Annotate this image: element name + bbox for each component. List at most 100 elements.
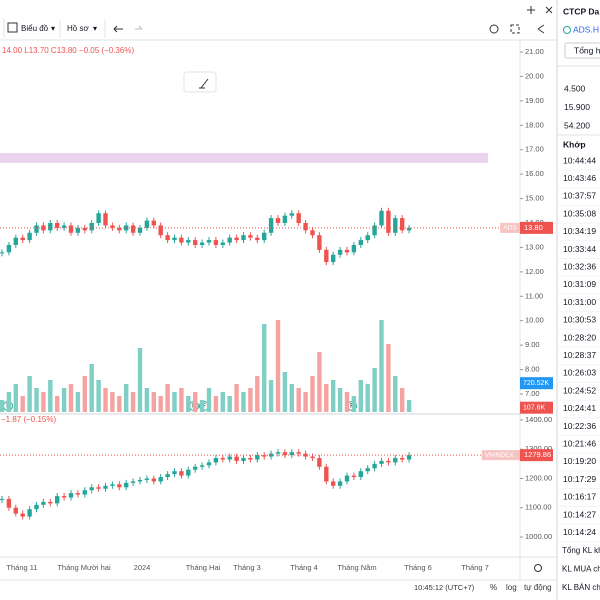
candle xyxy=(75,493,81,495)
volume-bar xyxy=(386,344,391,412)
candle xyxy=(248,235,253,238)
x-tick-label: Tháng Mười hai xyxy=(57,563,111,572)
ticker[interactable]: ADS.H xyxy=(573,24,599,34)
candle xyxy=(303,453,308,457)
volume-bar xyxy=(337,388,343,412)
log-toggle[interactable]: log xyxy=(506,583,517,592)
trade-time: 10:32:36 xyxy=(563,261,596,271)
pen-icon[interactable] xyxy=(199,78,209,89)
candle xyxy=(130,481,136,483)
y-tick-label: 18.00 xyxy=(525,120,544,129)
candle xyxy=(400,218,405,231)
candle xyxy=(268,453,274,457)
candle xyxy=(89,487,94,491)
candle xyxy=(41,225,46,231)
index-legend: −1.87 (−0.15%) xyxy=(1,415,56,424)
candle xyxy=(199,465,205,467)
axis-settings[interactable] xyxy=(534,564,542,572)
volume-bar xyxy=(248,388,253,412)
trade-time: 10:19:20 xyxy=(563,456,596,466)
chart-icon[interactable] xyxy=(7,22,18,33)
caret[interactable]: ▾ xyxy=(93,24,97,33)
volume-tag: 107.6K xyxy=(523,405,546,412)
candle xyxy=(137,479,143,482)
candle xyxy=(61,496,67,498)
last-price-tag-bg xyxy=(520,449,553,462)
candle xyxy=(262,232,267,241)
candle xyxy=(331,254,336,263)
x-tick-label: 2024 xyxy=(134,563,151,572)
fullscreen[interactable] xyxy=(510,24,520,34)
candle xyxy=(186,240,191,243)
volume-bar xyxy=(220,392,225,412)
chart-menu[interactable]: Biểu đồ xyxy=(21,24,49,33)
candle xyxy=(124,482,129,488)
button-label[interactable]: Tổng h xyxy=(574,45,600,55)
volume-bar xyxy=(275,320,281,412)
candle xyxy=(275,452,281,454)
volume-bar xyxy=(130,392,136,412)
volume-bar xyxy=(344,392,350,412)
profile-menu[interactable]: Hồ sơ xyxy=(67,24,89,33)
candle xyxy=(275,218,281,223)
x-tick-label: Tháng 7 xyxy=(461,563,489,572)
y-tick-label: 13.00 xyxy=(525,242,544,251)
candle xyxy=(41,501,46,505)
candle xyxy=(61,225,67,228)
symbol-tag-bg xyxy=(481,450,520,461)
candle xyxy=(386,460,391,463)
auto-toggle[interactable]: tự động xyxy=(524,583,552,592)
y-tick-label: 20.00 xyxy=(525,71,544,80)
caret[interactable]: ▾ xyxy=(51,24,55,33)
percent-toggle[interactable]: % xyxy=(490,583,497,592)
candle xyxy=(117,484,122,488)
candle xyxy=(68,225,74,233)
candle xyxy=(351,475,357,478)
candle xyxy=(227,237,232,243)
candle xyxy=(13,237,18,245)
candle xyxy=(172,237,177,241)
drawing-toolbar[interactable] xyxy=(183,71,217,93)
button[interactable] xyxy=(564,42,600,59)
candle xyxy=(151,478,156,482)
candle xyxy=(158,477,163,482)
x-tick-label: Tháng Hai xyxy=(186,563,221,572)
candle xyxy=(344,249,350,253)
settings[interactable] xyxy=(489,24,499,34)
candle xyxy=(296,213,301,223)
candle xyxy=(227,456,232,460)
add[interactable] xyxy=(527,6,535,14)
trade-time: 10:44:44 xyxy=(563,155,596,165)
candle xyxy=(55,496,60,504)
volume-bar xyxy=(117,396,122,412)
candle xyxy=(103,213,108,226)
candle xyxy=(20,513,25,517)
undo[interactable] xyxy=(113,25,123,33)
last-price-tag: 13.80 xyxy=(524,223,543,232)
candle xyxy=(213,240,219,245)
candle xyxy=(386,210,391,233)
candle xyxy=(137,227,143,233)
candle xyxy=(365,235,370,241)
volume-bar xyxy=(186,396,191,412)
candle xyxy=(234,456,239,461)
volume-bar xyxy=(331,380,336,412)
redo[interactable] xyxy=(135,25,143,30)
y-tick-label: 12.00 xyxy=(525,267,544,276)
price-stat: 15.900 xyxy=(564,102,590,112)
close[interactable] xyxy=(545,6,553,14)
volume-bar xyxy=(48,380,53,412)
candle xyxy=(75,227,81,233)
candle xyxy=(6,498,12,508)
candle xyxy=(48,223,53,231)
volume-bar xyxy=(110,392,115,412)
share[interactable] xyxy=(537,24,545,34)
candle xyxy=(186,469,191,476)
volume-bar xyxy=(158,396,163,412)
candle xyxy=(96,213,101,223)
volume-bar xyxy=(213,396,219,412)
candle xyxy=(317,235,322,250)
candle xyxy=(317,458,322,467)
candle xyxy=(255,455,260,460)
